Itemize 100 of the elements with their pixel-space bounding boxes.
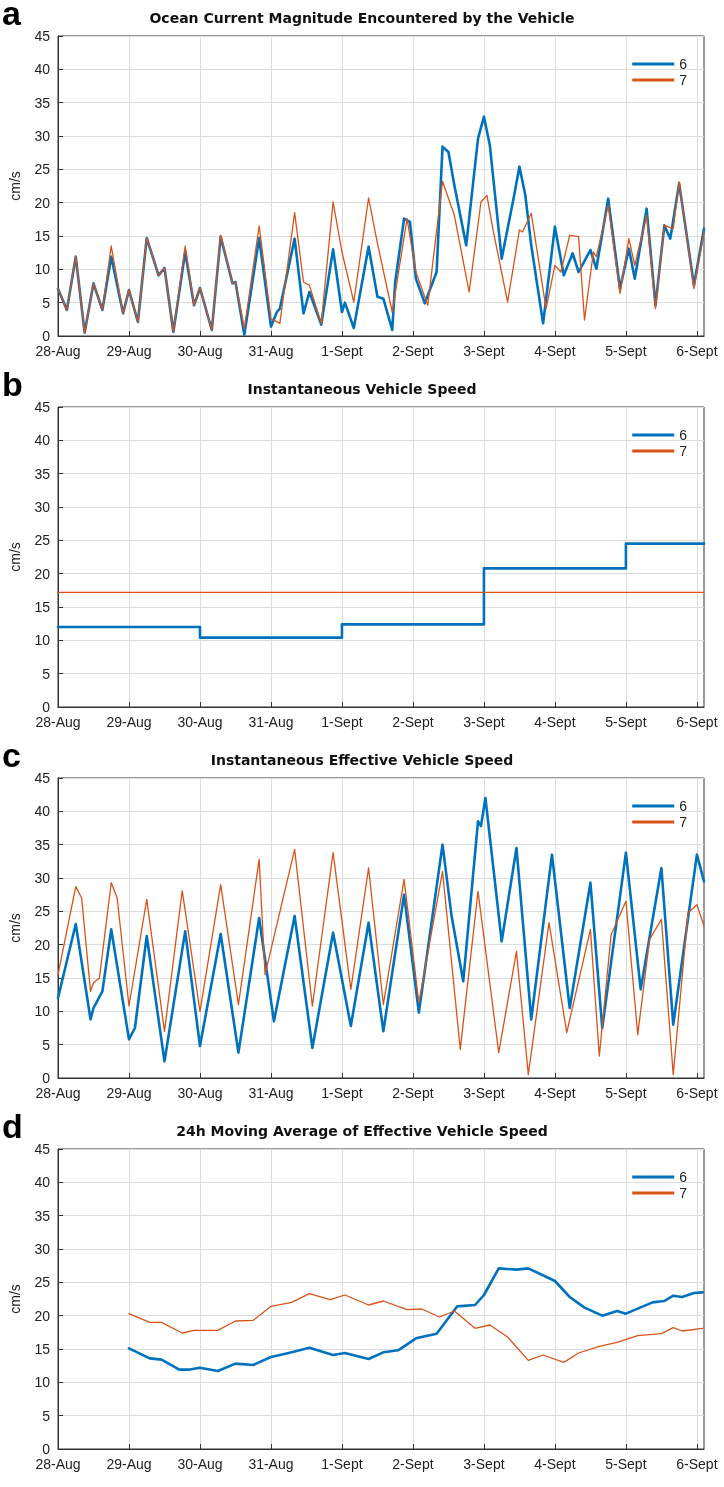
y-tick-label: 10 — [34, 261, 51, 278]
y-tick-label: 35 — [34, 465, 51, 482]
x-tick-label: 1-Sept — [321, 714, 363, 730]
y-tick-label: 35 — [34, 836, 51, 853]
x-tick-label: 28-Aug — [35, 343, 81, 359]
text: b — [2, 365, 23, 404]
y-axis-title: cm/s — [7, 171, 23, 201]
y-tick-label: 30 — [34, 1241, 51, 1257]
x-tick-label: 5-Sept — [605, 1085, 647, 1101]
y-tick-label: 15 — [34, 1341, 51, 1357]
legend-label: 7 — [679, 72, 688, 88]
y-tick-label: 20 — [34, 194, 51, 211]
x-tick-label: 4-Sept — [534, 1085, 576, 1101]
legend-label: 7 — [679, 1185, 688, 1201]
x-tick-label: 29-Aug — [106, 714, 152, 730]
y-tick-label: 45 — [34, 1141, 51, 1157]
x-tick-label: 4-Sept — [534, 714, 576, 730]
y-tick-label: 5 — [42, 1036, 51, 1053]
x-tick-label: 2-Sept — [392, 1085, 434, 1101]
y-tick-label: 25 — [34, 1274, 51, 1291]
x-tick-label: 3-Sept — [463, 343, 505, 359]
y-axis-title: cm/s — [7, 913, 23, 943]
legend-label: 6 — [679, 56, 688, 72]
y-tick-label: 30 — [34, 499, 51, 515]
x-tick-label: 4-Sept — [534, 343, 576, 359]
y-tick-label: 10 — [34, 632, 51, 649]
x-tick-label: 31-Aug — [248, 714, 294, 730]
x-tick-label: 3-Sept — [463, 1085, 505, 1101]
chart-title: 24h Moving Average of Effective Vehicle Speed — [176, 1123, 548, 1139]
x-tick-label: 31-Aug — [248, 1085, 294, 1101]
y-tick-label: 0 — [42, 328, 51, 344]
legend-label: 6 — [679, 1169, 688, 1185]
y-tick-label: 45 — [34, 399, 51, 415]
x-tick-label: 6-Sept — [676, 714, 718, 730]
y-tick-label: 15 — [34, 228, 51, 244]
y-tick-label: 0 — [42, 699, 51, 715]
x-tick-label: 2-Sept — [392, 343, 434, 359]
x-tick-label: 4-Sept — [534, 1456, 576, 1472]
y-tick-label: 40 — [34, 803, 51, 820]
x-tick-label: 29-Aug — [106, 1085, 152, 1101]
y-axis-title: cm/s — [7, 1284, 23, 1314]
x-tick-label: 31-Aug — [248, 343, 294, 359]
x-tick-label: 6-Sept — [676, 1456, 718, 1472]
y-tick-label: 25 — [34, 903, 51, 920]
x-tick-label: 2-Sept — [392, 1456, 434, 1472]
x-tick-label: 6-Sept — [676, 343, 718, 359]
legend-label: 6 — [679, 427, 688, 443]
y-axis-title: cm/s — [7, 542, 23, 572]
y-tick-label: 25 — [34, 532, 51, 549]
y-tick-label: 40 — [34, 432, 51, 449]
y-tick-label: 30 — [34, 128, 51, 144]
text: a — [2, 0, 21, 33]
x-tick-label: 30-Aug — [177, 1456, 223, 1472]
y-tick-label: 0 — [42, 1070, 51, 1086]
y-tick-label: 15 — [34, 970, 51, 986]
x-tick-label: 30-Aug — [177, 1085, 223, 1101]
chart-title: Instantaneous Effective Vehicle Speed — [210, 752, 514, 768]
y-tick-label: 45 — [34, 28, 51, 44]
y-tick-label: 20 — [34, 565, 51, 582]
x-tick-label: 2-Sept — [392, 714, 434, 730]
y-tick-label: 5 — [42, 1407, 51, 1424]
x-tick-label: 31-Aug — [248, 1456, 294, 1472]
text: c — [2, 736, 21, 775]
y-tick-label: 35 — [34, 94, 51, 111]
x-tick-label: 29-Aug — [106, 343, 152, 359]
x-tick-label: 1-Sept — [321, 1456, 363, 1472]
x-tick-label: 6-Sept — [676, 1085, 718, 1101]
text: d — [2, 1107, 23, 1146]
x-tick-label: 5-Sept — [605, 1456, 647, 1472]
y-tick-label: 5 — [42, 665, 51, 682]
y-tick-label: 45 — [34, 770, 51, 786]
x-tick-label: 30-Aug — [177, 343, 223, 359]
x-tick-label: 3-Sept — [463, 714, 505, 730]
legend-label: 6 — [679, 798, 688, 814]
y-tick-label: 10 — [34, 1003, 51, 1020]
y-tick-label: 20 — [34, 1307, 51, 1324]
x-tick-label: 28-Aug — [35, 714, 81, 730]
chart-title: Ocean Current Magnitude Encountered by the Vehicle — [149, 10, 575, 26]
x-tick-label: 1-Sept — [321, 1085, 363, 1101]
x-tick-label: 3-Sept — [463, 1456, 505, 1472]
y-tick-label: 20 — [34, 936, 51, 953]
y-tick-label: 5 — [42, 294, 51, 311]
x-tick-label: 5-Sept — [605, 343, 647, 359]
y-tick-label: 40 — [34, 61, 51, 78]
x-tick-label: 29-Aug — [106, 1456, 152, 1472]
y-tick-label: 15 — [34, 599, 51, 615]
x-tick-label: 28-Aug — [35, 1085, 81, 1101]
legend-label: 7 — [679, 443, 688, 459]
y-tick-label: 40 — [34, 1174, 51, 1191]
x-tick-label: 5-Sept — [605, 714, 647, 730]
x-tick-label: 28-Aug — [35, 1456, 81, 1472]
y-tick-label: 10 — [34, 1374, 51, 1391]
x-tick-label: 30-Aug — [177, 714, 223, 730]
y-tick-label: 25 — [34, 161, 51, 178]
y-tick-label: 0 — [42, 1441, 51, 1457]
chart-title: Instantaneous Vehicle Speed — [247, 381, 477, 397]
y-tick-label: 35 — [34, 1207, 51, 1224]
x-tick-label: 1-Sept — [321, 343, 363, 359]
legend-label: 7 — [679, 814, 688, 830]
y-tick-label: 30 — [34, 870, 51, 886]
